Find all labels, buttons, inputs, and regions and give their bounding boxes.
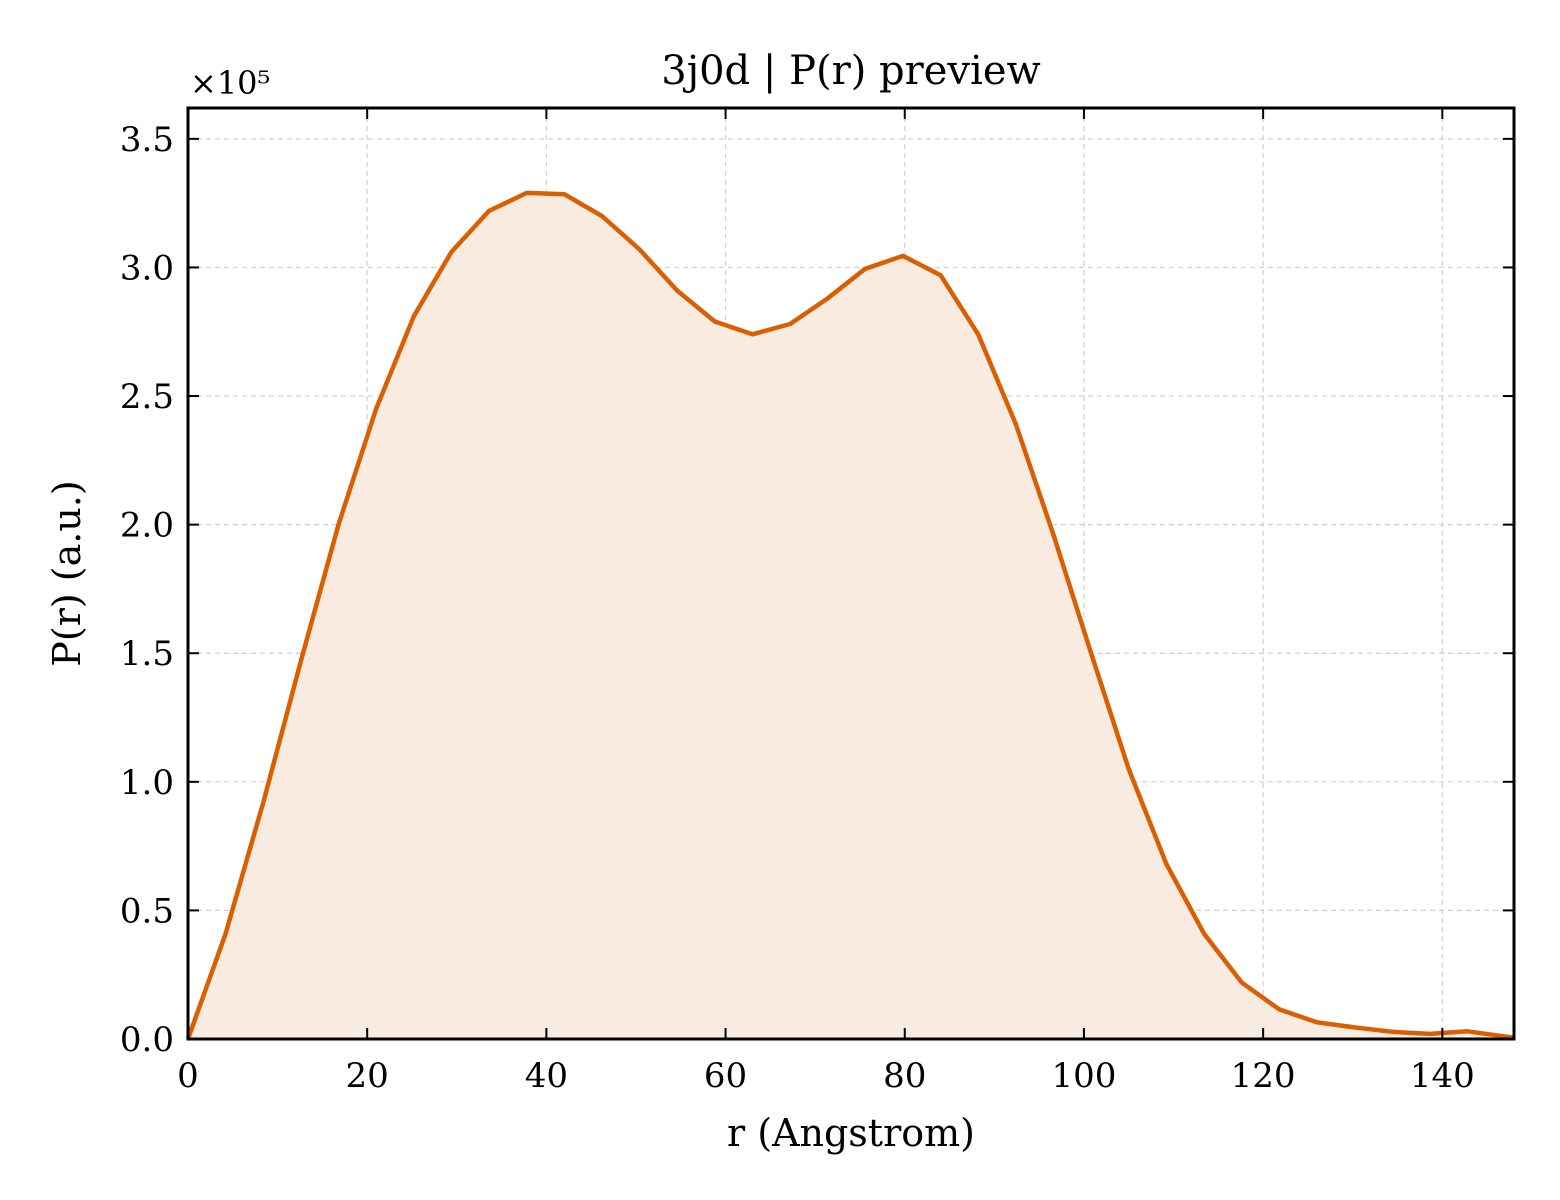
ticks: 0 20 40 60 80 100 120 140 0.0 0.5 1.0 1.5 2.0 2.5 3.0 3… — [120, 108, 1514, 1096]
series-area — [188, 192, 1514, 1039]
y-tick-label: 3.5 — [120, 120, 174, 160]
y-tick-label: 0.0 — [120, 1020, 174, 1060]
y-tick-label: 2.0 — [120, 506, 174, 546]
x-tick-label: 20 — [346, 1056, 389, 1096]
x-tick-label: 40 — [525, 1056, 568, 1096]
y-multiplier-label: ×10⁵ — [190, 64, 270, 102]
y-tick-label: 2.5 — [120, 377, 174, 417]
y-tick-label: 1.5 — [120, 634, 174, 674]
x-tick-label: 120 — [1231, 1056, 1296, 1096]
y-tick-label: 0.5 — [120, 891, 174, 931]
y-tick-label: 1.0 — [120, 763, 174, 803]
x-tick-label: 80 — [883, 1056, 926, 1096]
y-axis-label: P(r) (a.u.) — [45, 480, 89, 666]
chart-title: 3j0d | P(r) preview — [661, 48, 1040, 94]
plot-frame — [186, 106, 1516, 1041]
x-tick-label: 0 — [177, 1056, 199, 1096]
x-tick-label: 140 — [1410, 1056, 1475, 1096]
x-tick-label: 100 — [1051, 1056, 1116, 1096]
series-line — [185, 190, 1515, 1040]
x-tick-label: 60 — [704, 1056, 747, 1096]
x-axis-label: r (Angstrom) — [727, 1111, 975, 1155]
y-tick-label: 3.0 — [120, 248, 174, 288]
